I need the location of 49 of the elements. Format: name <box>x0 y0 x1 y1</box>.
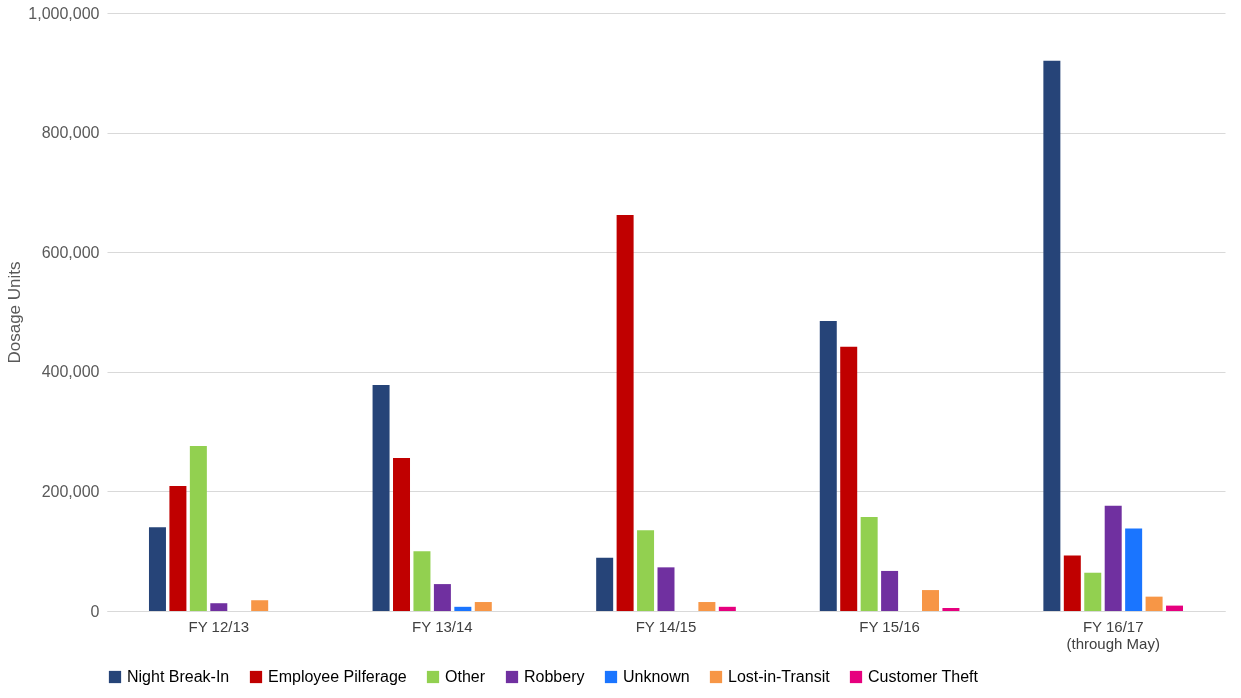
bar <box>1166 605 1184 611</box>
bar <box>698 602 716 611</box>
y-tick-label: 0 <box>90 602 100 620</box>
bar <box>840 346 858 611</box>
bar <box>413 551 431 611</box>
y-axis-title: Dosage Units <box>5 261 25 364</box>
y-tick-label: 600,000 <box>41 243 100 261</box>
legend-label: Customer Theft <box>868 668 979 685</box>
bar <box>616 215 634 611</box>
y-tick-label: 800,000 <box>41 124 100 142</box>
bar <box>819 320 837 611</box>
bar <box>148 527 166 611</box>
bar <box>433 584 451 611</box>
bar <box>1104 505 1122 611</box>
bar <box>942 608 960 611</box>
legend-label: Lost-in-Transit <box>728 668 831 685</box>
bar <box>1084 572 1102 611</box>
bar <box>189 445 207 611</box>
bar <box>1145 596 1163 611</box>
y-tick-label: 400,000 <box>41 363 100 381</box>
x-tick-label: FY 13/14 <box>412 617 473 635</box>
bar <box>210 603 228 611</box>
bar <box>169 486 187 611</box>
bar <box>1063 555 1081 611</box>
bar <box>1125 528 1143 611</box>
bar <box>251 600 269 611</box>
bar <box>454 606 472 611</box>
x-tick-label: FY 12/13 <box>188 617 250 635</box>
bar <box>657 567 675 611</box>
bar <box>1043 60 1061 611</box>
x-tick-label: FY 16/17 (through May) <box>1066 617 1160 652</box>
bar <box>596 557 614 611</box>
bar <box>860 517 878 611</box>
legend-label: Unknown <box>623 668 690 685</box>
bar <box>393 457 411 611</box>
bar <box>474 602 492 611</box>
legend-label: Robbery <box>524 668 585 685</box>
x-tick-label: FY 15/16 <box>859 617 920 635</box>
bar <box>921 590 939 611</box>
legend-label: Employee Pilferage <box>268 668 407 685</box>
y-tick-label: 200,000 <box>41 482 100 500</box>
bar <box>372 384 390 611</box>
y-tick-label: 1,000,000 <box>28 4 100 22</box>
bar <box>637 530 655 611</box>
bar <box>718 606 736 611</box>
bar <box>881 570 899 611</box>
x-tick-label: FY 14/15 <box>635 617 697 635</box>
legend-label: Other <box>445 668 486 685</box>
legend-label: Night Break-In <box>127 668 230 685</box>
